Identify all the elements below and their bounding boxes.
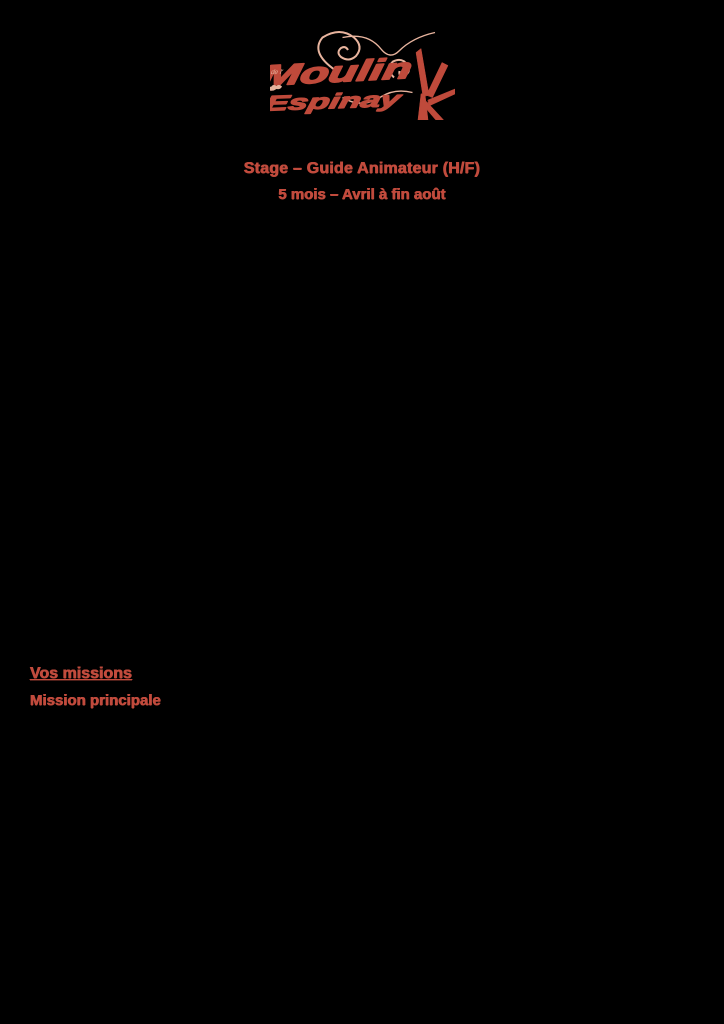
svg-text:Moulin: Moulin [270,52,415,93]
svg-text:Espinay: Espinay [270,87,405,116]
svg-text:de l': de l' [270,69,284,76]
